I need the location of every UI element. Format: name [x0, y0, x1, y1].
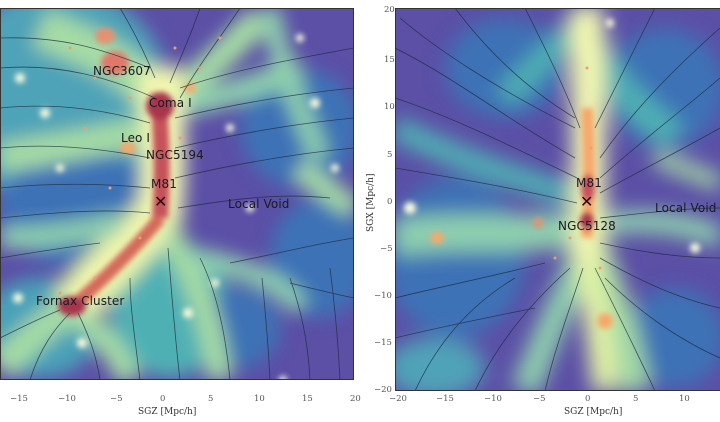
y-tick: 5 — [387, 150, 393, 160]
x-tick: 0 — [160, 394, 166, 404]
density-field-right — [395, 8, 720, 391]
label-ngc3607: NGC3607 — [93, 64, 151, 78]
x-tick: −15 — [10, 394, 28, 404]
x-tick: 5 — [208, 394, 214, 404]
label-local-void: Local Void — [228, 197, 290, 211]
label-leo-i: Leo I — [121, 131, 151, 145]
y-tick: 20 — [384, 5, 395, 15]
density-map-left: NGC3607 Coma I Leo I NGC5194 M81 ✕ Local… — [0, 8, 354, 380]
label-m81: M81 — [576, 176, 602, 190]
x-tick: 5 — [633, 394, 639, 404]
x-tick: −10 — [484, 394, 502, 404]
label-coma-i: Coma I — [149, 96, 192, 110]
x-axis-title-right: SGZ [Mpc/h] — [564, 407, 623, 417]
x-tick: 10 — [254, 394, 265, 404]
x-tick: −10 — [58, 394, 76, 404]
m81-cross-marker-icon: ✕ — [154, 192, 168, 211]
x-tick: −5 — [110, 394, 123, 404]
x-tick: 15 — [302, 394, 313, 404]
density-field-left — [0, 8, 354, 380]
y-tick: 10 — [384, 102, 395, 112]
x-tick: −15 — [436, 394, 454, 404]
y-tick: −20 — [374, 385, 392, 395]
x-tick: 20 — [350, 394, 361, 404]
y-tick: 0 — [387, 197, 393, 207]
m81-cross-marker-icon: ✕ — [580, 192, 594, 211]
y-tick: −15 — [374, 338, 392, 348]
label-m81: M81 — [151, 177, 177, 191]
label-local-void: Local Void — [655, 201, 717, 215]
x-axis-title-left: SGZ [Mpc/h] — [138, 407, 197, 417]
y-tick: 15 — [384, 55, 395, 65]
x-tick: 10 — [679, 394, 690, 404]
label-fornax-cluster: Fornax Cluster — [36, 294, 125, 308]
label-ngc5128: NGC5128 — [558, 219, 616, 233]
y-axis-title-right: SGX [Mpc/h] — [366, 173, 376, 233]
x-tick: −5 — [533, 394, 546, 404]
label-ngc5194: NGC5194 — [146, 148, 204, 162]
density-map-right: M81 ✕ NGC5128 Local Void — [395, 8, 720, 391]
y-tick: −5 — [380, 244, 393, 254]
x-tick: 0 — [585, 394, 591, 404]
x-tick: −20 — [389, 394, 407, 404]
y-tick: −10 — [374, 291, 392, 301]
